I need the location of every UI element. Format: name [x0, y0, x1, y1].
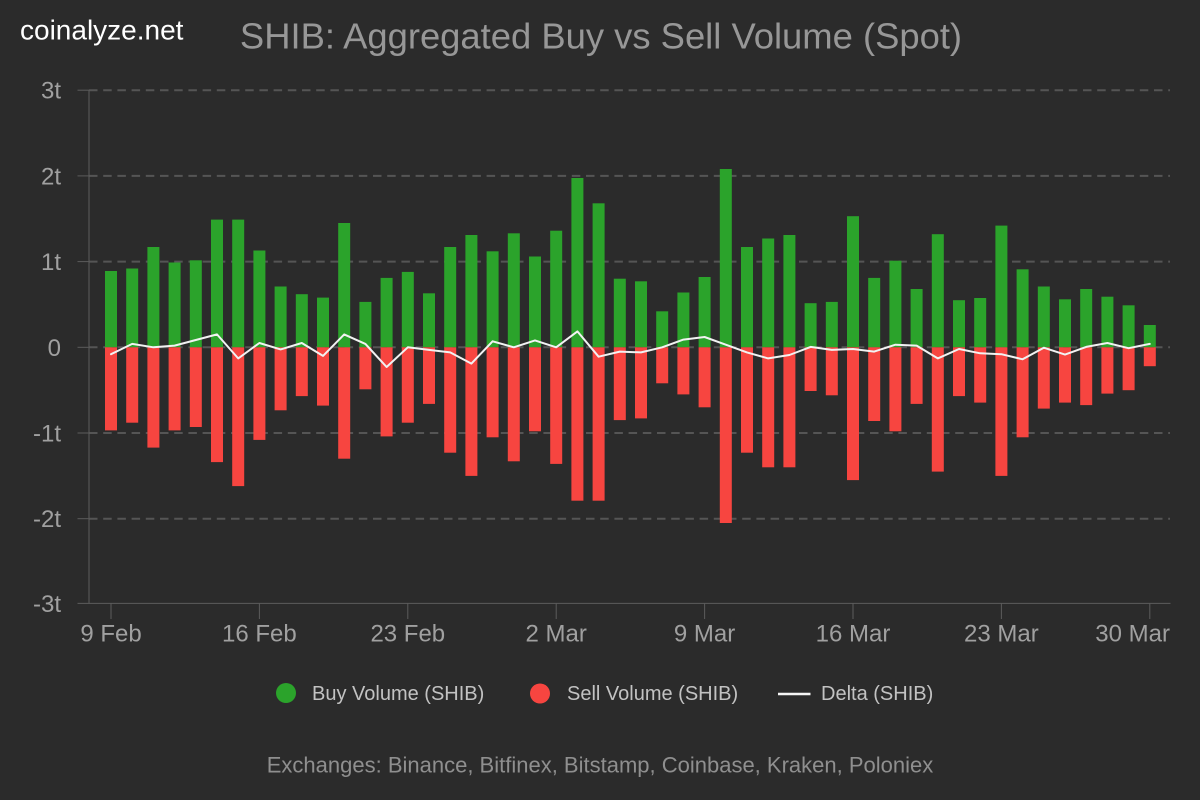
svg-text:16 Feb: 16 Feb	[222, 621, 297, 648]
svg-text:0: 0	[48, 335, 61, 362]
svg-text:2 Mar: 2 Mar	[526, 621, 587, 648]
svg-text:23 Feb: 23 Feb	[370, 621, 445, 648]
svg-text:30 Mar: 30 Mar	[1095, 621, 1170, 648]
svg-text:Delta (SHIB): Delta (SHIB)	[821, 683, 933, 705]
svg-text:SHIB: Aggregated Buy vs Sell V: SHIB: Aggregated Buy vs Sell Volume (Spo…	[240, 16, 962, 57]
svg-text:-1t: -1t	[33, 421, 61, 448]
svg-text:coinalyze.net: coinalyze.net	[20, 15, 184, 46]
svg-text:Buy Volume (SHIB): Buy Volume (SHIB)	[312, 683, 484, 705]
svg-text:Exchanges: Binance, Bitfinex,: Exchanges: Binance, Bitfinex, Bitstamp, …	[267, 753, 933, 778]
svg-text:9 Feb: 9 Feb	[80, 621, 141, 648]
svg-text:9 Mar: 9 Mar	[674, 621, 735, 648]
svg-text:Sell Volume (SHIB): Sell Volume (SHIB)	[567, 683, 738, 705]
svg-text:2t: 2t	[41, 163, 61, 190]
svg-text:-3t: -3t	[33, 591, 61, 618]
svg-text:23 Mar: 23 Mar	[964, 621, 1039, 648]
svg-text:3t: 3t	[41, 78, 61, 105]
svg-text:-2t: -2t	[33, 506, 61, 533]
svg-text:1t: 1t	[41, 249, 61, 276]
svg-text:16 Mar: 16 Mar	[816, 621, 891, 648]
